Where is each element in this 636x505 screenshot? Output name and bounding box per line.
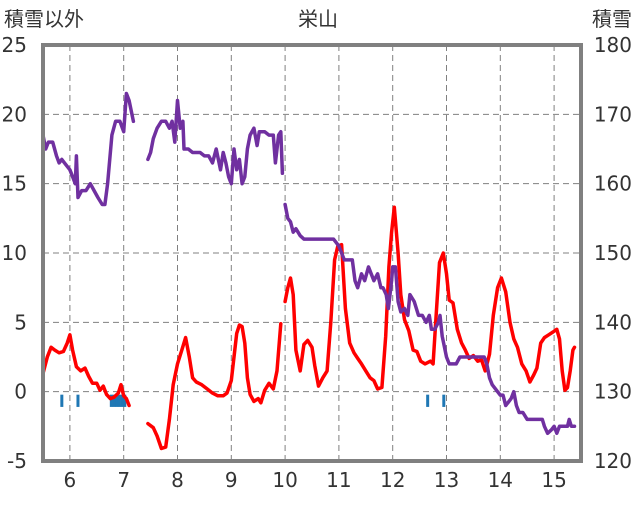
precipitation-bar-5 (117, 394, 121, 407)
series-1-line-segment-0 (41, 91, 136, 207)
precipitation-bar-1 (76, 394, 80, 407)
y-left-tick-label-25: 25 (2, 33, 27, 57)
y-right-tick-label-170: 170 (594, 102, 632, 126)
precipitation-bar-6 (120, 394, 124, 407)
series-0-line-segment-0 (41, 333, 131, 408)
x-tick-label-14: 14 (488, 468, 513, 492)
y-right-tick-label-120: 120 (594, 449, 632, 473)
x-tick-label-10: 10 (272, 468, 297, 492)
y-left-axis-label: 積雪以外 (4, 7, 84, 31)
precipitation-bar-8 (426, 394, 430, 407)
y-left-tick-label-10: 10 (2, 241, 27, 265)
y-right-tick-label-130: 130 (594, 380, 632, 404)
y-right-tick-label-150: 150 (594, 241, 632, 265)
y-left-tick-label--5: -5 (7, 449, 27, 473)
x-tick-label-6: 6 (64, 468, 77, 492)
x-tick-labels: 6 7 8 9 10 11 12 13 14 15 (64, 468, 567, 492)
precipitation-bar-3 (112, 394, 116, 407)
series-1-line-segment-2 (283, 202, 577, 436)
series-lines (41, 91, 577, 451)
x-tick-label-8: 8 (171, 468, 184, 492)
y-left-tick-labels: -5 0 5 10 15 20 25 (2, 33, 27, 473)
precipitation-bars (60, 394, 446, 407)
y-right-tick-label-160: 160 (594, 172, 632, 196)
x-tick-label-7: 7 (117, 468, 130, 492)
precipitation-bar-2 (109, 394, 113, 407)
y-left-tick-label-0: 0 (14, 380, 27, 404)
precipitation-bar-7 (123, 394, 127, 407)
series-0-line-segment-2 (283, 205, 577, 393)
y-left-tick-label-20: 20 (2, 102, 27, 126)
x-tick-label-12: 12 (380, 468, 405, 492)
x-tick-label-11: 11 (326, 468, 351, 492)
y-right-tick-label-140: 140 (594, 310, 632, 334)
precipitation-bar-9 (442, 394, 446, 407)
y-left-tick-label-5: 5 (14, 310, 27, 334)
y-right-tick-label-180: 180 (594, 33, 632, 57)
y-left-tick-label-15: 15 (2, 172, 27, 196)
precipitation-bar-0 (60, 394, 64, 407)
chart-title: 栄山 (298, 7, 338, 31)
plot-frame (41, 43, 583, 463)
x-tick-label-15: 15 (541, 468, 566, 492)
series-1-line-segment-1 (146, 98, 285, 186)
series-0-line-segment-1 (146, 321, 283, 451)
y-right-axis-label: 積雪 (592, 7, 632, 31)
precipitation-bar-4 (115, 394, 119, 407)
x-tick-label-9: 9 (225, 468, 238, 492)
y-right-tick-labels: 120 130 140 150 160 170 180 (594, 33, 632, 473)
x-tick-label-13: 13 (434, 468, 459, 492)
